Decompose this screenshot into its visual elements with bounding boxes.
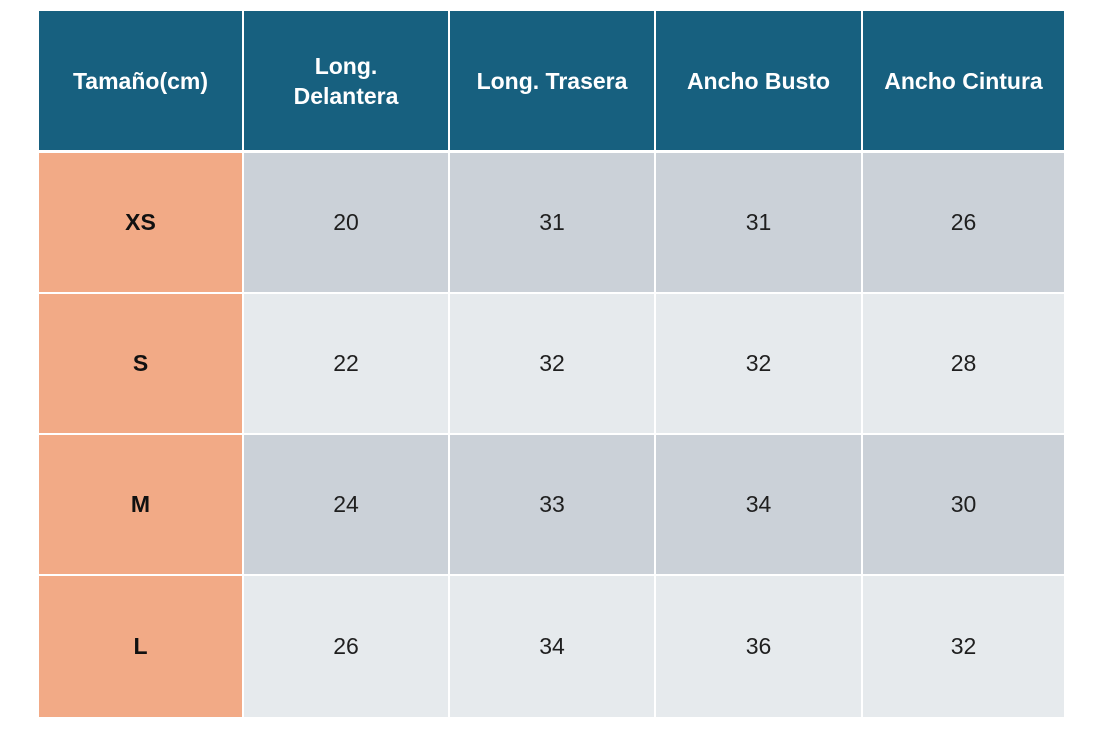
size-cell: XS: [39, 153, 244, 294]
table-cell: 34: [450, 576, 656, 717]
table-cell: 32: [450, 294, 656, 435]
table-row: XS 20 31 31 26: [39, 153, 1064, 294]
header-bust-width: Ancho Busto: [656, 11, 863, 153]
table-row: S 22 32 32 28: [39, 294, 1064, 435]
header-front-length: Long. Delantera: [244, 11, 450, 153]
header-back-length: Long. Trasera: [450, 11, 656, 153]
size-chart-table: Tamaño(cm) Long. Delantera Long. Trasera…: [39, 11, 1064, 717]
table-cell: 32: [656, 294, 863, 435]
table-cell: 33: [450, 435, 656, 576]
table-cell: 28: [863, 294, 1064, 435]
table-cell: 26: [244, 576, 450, 717]
size-cell: S: [39, 294, 244, 435]
table-cell: 30: [863, 435, 1064, 576]
table-cell: 31: [656, 153, 863, 294]
table-cell: 26: [863, 153, 1064, 294]
table-header-row: Tamaño(cm) Long. Delantera Long. Trasera…: [39, 11, 1064, 153]
table-cell: 31: [450, 153, 656, 294]
table-cell: 22: [244, 294, 450, 435]
table-cell: 36: [656, 576, 863, 717]
table-cell: 32: [863, 576, 1064, 717]
table-cell: 20: [244, 153, 450, 294]
header-waist-width: Ancho Cintura: [863, 11, 1064, 153]
size-cell: M: [39, 435, 244, 576]
table-row: M 24 33 34 30: [39, 435, 1064, 576]
table-cell: 24: [244, 435, 450, 576]
table-cell: 34: [656, 435, 863, 576]
header-size: Tamaño(cm): [39, 11, 244, 153]
size-cell: L: [39, 576, 244, 717]
table-row: L 26 34 36 32: [39, 576, 1064, 717]
